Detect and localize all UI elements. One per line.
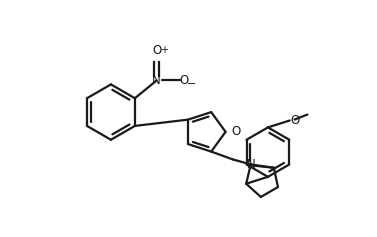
Text: O: O — [291, 114, 300, 127]
Text: N: N — [247, 158, 255, 171]
Text: O: O — [152, 44, 161, 57]
Text: O: O — [231, 125, 241, 138]
Text: +: + — [159, 45, 167, 55]
Text: O: O — [180, 74, 189, 87]
Text: −: − — [187, 79, 196, 89]
Text: N: N — [152, 74, 161, 87]
